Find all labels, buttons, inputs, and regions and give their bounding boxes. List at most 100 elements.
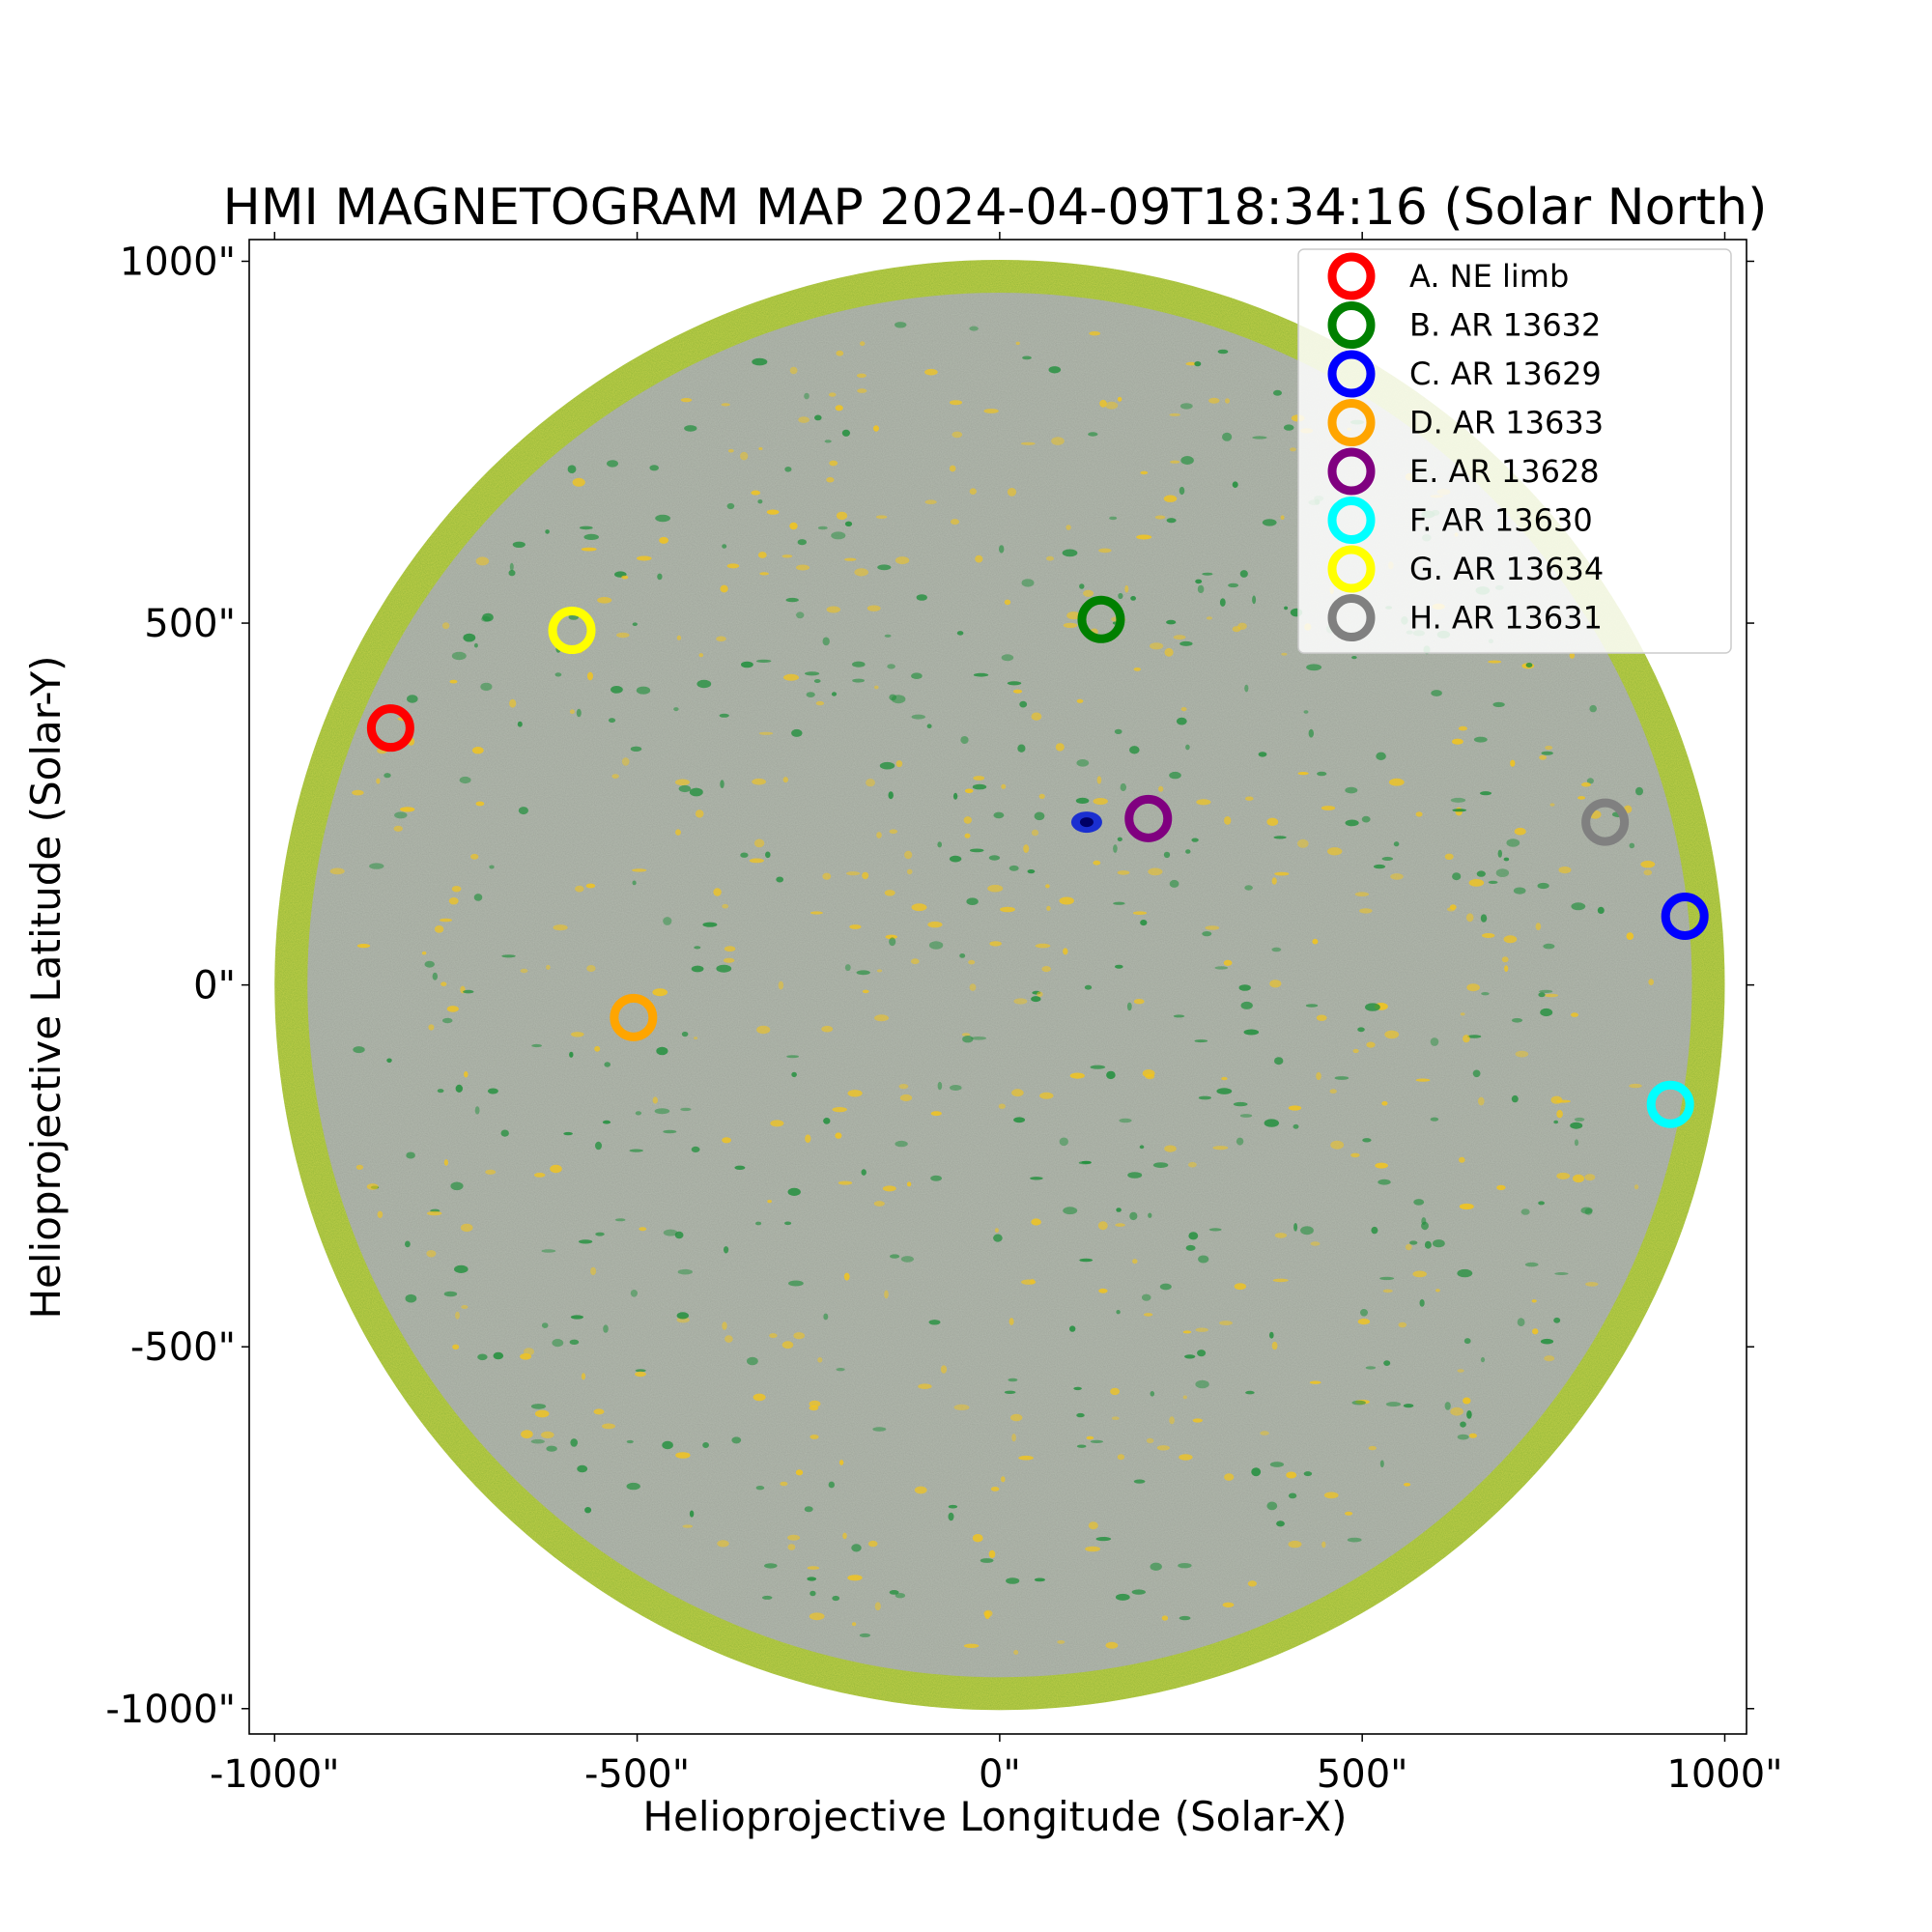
- negative-polarity-patch: [1115, 1593, 1130, 1601]
- negative-polarity-patch: [804, 392, 810, 400]
- positive-polarity-patch: [1030, 1278, 1036, 1285]
- negative-polarity-patch: [1244, 684, 1249, 693]
- negative-polarity-patch: [1351, 1400, 1366, 1406]
- negative-polarity-patch: [1118, 592, 1123, 600]
- negative-polarity-patch: [1537, 882, 1549, 890]
- negative-polarity-patch: [1252, 436, 1267, 440]
- negative-polarity-patch: [1540, 1008, 1553, 1017]
- x-tick-label: 500": [1317, 1752, 1408, 1797]
- negative-polarity-patch: [813, 679, 821, 683]
- positive-polarity-patch: [1234, 1283, 1247, 1291]
- negative-polarity-patch: [369, 863, 384, 869]
- negative-polarity-patch: [1538, 1201, 1545, 1206]
- x-tick-label: -1000": [210, 1752, 340, 1797]
- negative-polarity-patch: [1076, 1444, 1087, 1448]
- negative-polarity-patch: [1126, 1002, 1132, 1011]
- negative-polarity-patch: [1271, 947, 1282, 952]
- negative-polarity-patch: [1480, 1356, 1486, 1363]
- negative-polarity-patch: [1383, 1360, 1391, 1366]
- negative-polarity-patch: [969, 326, 979, 331]
- legend-label: F. AR 13630: [1409, 502, 1593, 539]
- positive-polarity-patch: [1281, 652, 1288, 656]
- positive-polarity-patch: [1098, 1288, 1108, 1293]
- negative-polarity-patch: [797, 539, 807, 546]
- negative-polarity-patch: [741, 661, 753, 668]
- negative-polarity-patch: [1238, 984, 1251, 991]
- negative-polarity-patch: [1202, 572, 1213, 576]
- negative-polarity-patch: [1079, 583, 1085, 589]
- positive-polarity-patch: [1510, 759, 1516, 767]
- positive-polarity-patch: [1271, 877, 1277, 885]
- positive-polarity-patch: [847, 1090, 863, 1097]
- negative-polarity-patch: [635, 1111, 642, 1116]
- negative-polarity-patch: [1119, 1118, 1132, 1123]
- negative-polarity-patch: [861, 1169, 867, 1176]
- positive-polarity-patch: [998, 1103, 1006, 1109]
- negative-polarity-patch: [1090, 1439, 1103, 1443]
- positive-polarity-patch: [964, 833, 971, 838]
- negative-polarity-patch: [756, 659, 772, 664]
- positive-polarity-patch: [1011, 1089, 1024, 1097]
- negative-polarity-patch: [1580, 1207, 1593, 1214]
- negative-polarity-patch: [1393, 841, 1400, 847]
- negative-polarity-patch: [1019, 700, 1028, 708]
- positive-polarity-patch: [355, 1164, 364, 1170]
- positive-polarity-patch: [682, 1524, 694, 1528]
- negative-polarity-patch: [554, 672, 562, 677]
- negative-polarity-patch: [911, 672, 923, 679]
- positive-polarity-patch: [862, 989, 869, 994]
- negative-polarity-patch: [879, 761, 895, 770]
- negative-polarity-patch: [607, 460, 618, 468]
- negative-polarity-patch: [684, 425, 697, 432]
- negative-polarity-patch: [1431, 690, 1442, 696]
- positive-polarity-patch: [722, 1137, 731, 1144]
- positive-polarity-patch: [1023, 844, 1030, 853]
- negative-polarity-patch: [726, 502, 735, 510]
- positive-polarity-patch: [969, 983, 977, 991]
- positive-polarity-patch: [787, 1534, 801, 1541]
- positive-polarity-patch: [1169, 1416, 1175, 1425]
- positive-polarity-patch: [1465, 913, 1474, 923]
- negative-polarity-patch: [852, 678, 865, 683]
- negative-polarity-patch: [1305, 1004, 1319, 1008]
- negative-polarity-patch: [1589, 704, 1597, 713]
- negative-polarity-patch: [1166, 619, 1177, 625]
- negative-polarity-patch: [952, 792, 958, 800]
- positive-polarity-patch: [1212, 1146, 1229, 1151]
- positive-polarity-patch: [826, 476, 835, 483]
- negative-polarity-patch: [674, 1231, 684, 1239]
- positive-polarity-patch: [1088, 1521, 1098, 1530]
- positive-polarity-patch: [1185, 361, 1197, 366]
- negative-polarity-patch: [1106, 1070, 1116, 1080]
- positive-polarity-patch: [1269, 980, 1282, 988]
- positive-polarity-patch: [809, 1612, 825, 1621]
- negative-polarity-patch: [567, 465, 577, 474]
- negative-polarity-patch: [1150, 1562, 1162, 1572]
- negative-polarity-patch: [1179, 1615, 1191, 1621]
- negative-polarity-patch: [824, 440, 832, 443]
- negative-polarity-patch: [1460, 1421, 1466, 1428]
- positive-polarity-patch: [455, 1311, 460, 1320]
- positive-polarity-patch: [713, 888, 722, 896]
- negative-polarity-patch: [1075, 797, 1090, 805]
- negative-polarity-patch: [1480, 914, 1488, 923]
- negative-polarity-patch: [1030, 1177, 1043, 1180]
- positive-polarity-patch: [1466, 983, 1480, 992]
- positive-polarity-patch: [1208, 397, 1220, 404]
- negative-polarity-patch: [1185, 849, 1191, 854]
- positive-polarity-patch: [759, 572, 769, 576]
- negative-polarity-patch: [828, 1481, 835, 1489]
- negative-polarity-patch: [407, 695, 418, 703]
- positive-polarity-patch: [1390, 873, 1404, 880]
- negative-polarity-patch: [1511, 1094, 1519, 1103]
- negative-polarity-patch: [570, 1315, 584, 1320]
- negative-polarity-patch: [1239, 1114, 1253, 1118]
- negative-polarity-patch: [1362, 1138, 1372, 1143]
- positive-polarity-patch: [1309, 1380, 1321, 1384]
- negative-polarity-patch: [1021, 579, 1035, 587]
- positive-polarity-patch: [1196, 799, 1211, 806]
- positive-polarity-patch: [635, 1371, 646, 1378]
- positive-polarity-patch: [680, 398, 693, 403]
- negative-polarity-patch: [722, 544, 727, 549]
- negative-polarity-patch: [1357, 1027, 1365, 1033]
